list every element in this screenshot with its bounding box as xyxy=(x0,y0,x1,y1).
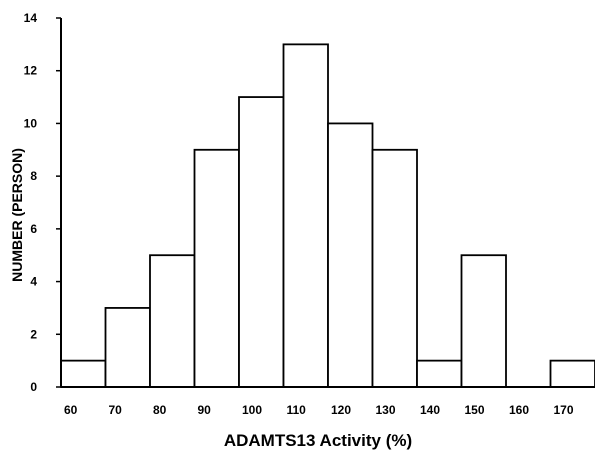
y-axis-title: NUMBER (PERSON) xyxy=(9,148,25,282)
bar-60 xyxy=(60,359,107,388)
x-tick-label: 90 xyxy=(198,403,212,417)
x-tick-label: 150 xyxy=(465,403,485,417)
y-tick-label: 12 xyxy=(24,64,38,78)
bar-100 xyxy=(238,96,285,388)
x-tick-label: 80 xyxy=(153,403,167,417)
bar-150 xyxy=(460,254,507,388)
y-tick-label: 2 xyxy=(30,327,37,341)
y-tick-label: 0 xyxy=(30,380,37,394)
x-tick-label: 170 xyxy=(554,403,574,417)
bar-80 xyxy=(149,254,196,388)
y-tick-label: 14 xyxy=(24,11,38,25)
bars-group xyxy=(60,43,595,388)
x-tick-label: 160 xyxy=(509,403,529,417)
y-tick-label: 10 xyxy=(24,116,38,130)
y-ticks-group: 0 2 4 6 8 10 12 14 xyxy=(24,11,61,394)
x-tick-label: 110 xyxy=(287,403,307,417)
y-tick-label: 4 xyxy=(30,275,37,289)
x-tick-label: 70 xyxy=(109,403,123,417)
x-ticks-group: 60 70 80 90 100 110 120 130 140 150 160 170 xyxy=(64,403,574,417)
x-tick-label: 130 xyxy=(376,403,396,417)
bar-140 xyxy=(416,359,463,388)
bar-110 xyxy=(282,43,329,388)
bar-70 xyxy=(104,307,151,388)
y-tick-label: 6 xyxy=(30,222,37,236)
bar-90 xyxy=(193,148,240,388)
x-tick-label: 120 xyxy=(331,403,351,417)
x-axis-title: ADAMTS13 Activity (%) xyxy=(224,431,412,450)
x-tick-label: 140 xyxy=(420,403,440,417)
x-tick-label: 60 xyxy=(64,403,78,417)
axes-group xyxy=(60,18,595,388)
bar-120 xyxy=(327,122,374,388)
y-tick-label: 8 xyxy=(30,169,37,183)
bar-170 xyxy=(549,359,595,388)
x-tick-label: 100 xyxy=(242,403,262,417)
bar-130 xyxy=(371,148,418,388)
